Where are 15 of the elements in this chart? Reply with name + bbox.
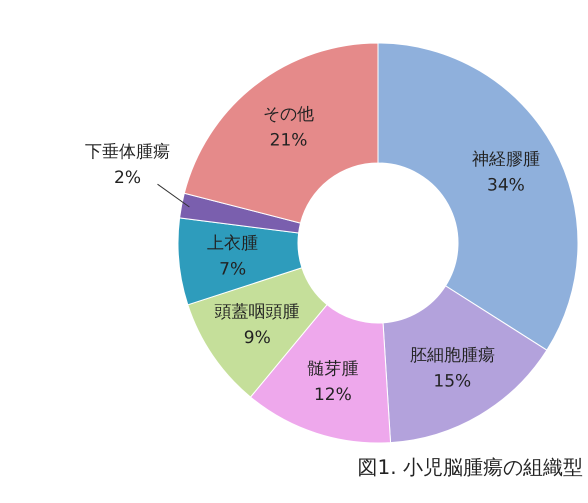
data-label: 12% <box>314 384 352 405</box>
slice-label: その他 <box>263 104 314 125</box>
caption: 図1. 小児脳腫瘍の組織型 <box>358 455 583 479</box>
data-label: 7% <box>219 260 246 280</box>
data-label: 9% <box>244 328 271 348</box>
data-label: 21% <box>270 130 308 151</box>
slice-label: 神経膠腫 <box>472 150 540 170</box>
slice-label: 下垂体腫瘍 <box>85 142 170 162</box>
slice-label: 頭蓋咽頭腫 <box>214 302 300 322</box>
data-label: 34% <box>487 176 525 196</box>
slice-label: 髄芽腫 <box>307 358 358 379</box>
data-label: 2% <box>114 168 142 188</box>
slice-label: 上衣腫 <box>207 234 258 254</box>
data-label: 15% <box>433 372 472 392</box>
slice-label: 胚細胞腫瘍 <box>410 346 495 366</box>
